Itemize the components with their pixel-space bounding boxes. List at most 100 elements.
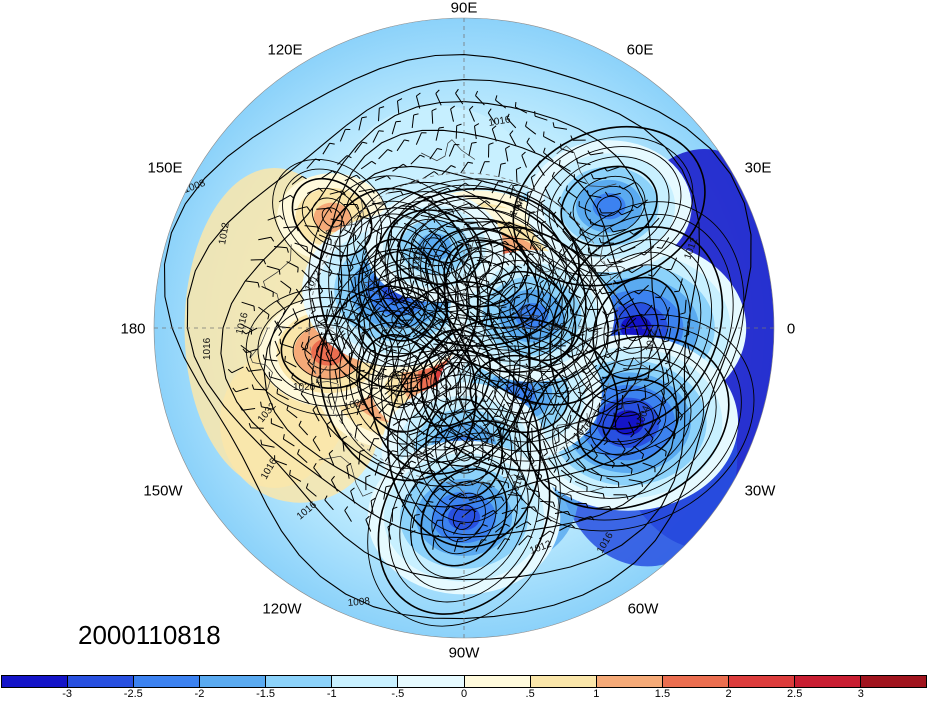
wind-barb: [542, 379, 554, 388]
wind-barb: [432, 520, 438, 533]
wind-barb: [515, 349, 529, 354]
coastline: [414, 263, 438, 285]
wind-barb: [448, 144, 455, 157]
wind-barb-flag: [564, 267, 568, 273]
wind-barb: [348, 353, 351, 367]
wind-barb-flag: [566, 352, 570, 358]
wind-barb: [340, 336, 346, 350]
wind-barb-flag: [507, 483, 510, 489]
wind-barb: [311, 297, 316, 311]
wind-barb: [411, 114, 415, 128]
wind-barb-flag: [279, 215, 284, 220]
wind-barb-flag: [461, 332, 463, 338]
wind-barb: [605, 310, 619, 316]
wind-barb: [670, 257, 678, 270]
wind-barb-flag: [420, 430, 425, 436]
wind-barb: [469, 413, 476, 427]
pressure-contour: [501, 314, 755, 532]
wind-barb-flag: [684, 396, 688, 401]
wind-barb: [306, 487, 317, 497]
wind-barb: [378, 403, 389, 414]
wind-barb-flag: [260, 439, 263, 445]
wind-barb-flag: [440, 293, 445, 297]
wind-barb-flag: [369, 219, 371, 225]
wind-barb-flag: [450, 105, 455, 110]
longitude-label-60w: 60W: [627, 600, 659, 618]
wind-barb-flag: [411, 460, 417, 464]
wind-barb-flag: [297, 449, 300, 455]
wind-barb: [539, 283, 545, 296]
wind-barb: [527, 289, 529, 303]
wind-barb-flag: [680, 312, 686, 315]
wind-barb: [283, 226, 297, 229]
coastline: [439, 383, 461, 406]
wind-barb-flag: [547, 517, 552, 522]
wind-barb: [278, 194, 291, 203]
wind-barb-flag: [378, 130, 384, 132]
longitude-label-150w: 150W: [143, 482, 183, 500]
wind-barb-flag: [603, 355, 609, 359]
wind-barb-flag: [318, 290, 323, 296]
wind-barb: [481, 509, 494, 518]
coastline: [385, 429, 430, 458]
wind-barb-flag: [555, 394, 561, 398]
colorbar-segment: [464, 676, 531, 687]
wind-barb-flag: [514, 102, 517, 108]
wind-barb: [458, 276, 469, 287]
wind-barb: [601, 291, 615, 295]
wind-barb-flag: [438, 318, 444, 323]
wind-barb-flag: [330, 338, 336, 342]
pressure-contour: [576, 378, 680, 467]
wind-barb: [337, 155, 348, 165]
wind-barb-flag: [405, 293, 411, 295]
wind-barb-flag: [437, 148, 443, 151]
wind-barb: [323, 261, 333, 273]
wind-barb-flag: [527, 190, 533, 194]
wind-barb: [365, 324, 379, 331]
wind-barb: [589, 327, 602, 332]
wind-barb: [534, 394, 544, 405]
wind-barb-flag: [587, 247, 590, 253]
wind-barb-flag: [585, 503, 589, 509]
wind-barb-flag: [630, 433, 635, 438]
wind-barb-flag: [397, 315, 401, 321]
wind-barb: [679, 385, 688, 397]
wind-barb-flag: [552, 211, 557, 216]
wind-barb-flag: [359, 449, 365, 452]
wind-barb-flag: [513, 509, 518, 514]
wind-barb-flag: [305, 329, 311, 333]
wind-barb: [647, 365, 651, 379]
wind-barb-flag: [510, 311, 515, 316]
colorbar-segment: [728, 676, 795, 687]
wind-barb: [660, 389, 667, 403]
wind-barb: [358, 117, 363, 131]
wind-barb: [621, 394, 624, 409]
wind-barb-flag: [538, 428, 544, 431]
wind-barb-flag: [428, 501, 434, 503]
coastline: [535, 243, 560, 273]
wind-barb-flag: [332, 170, 337, 175]
wind-barb-flag: [617, 210, 622, 216]
wind-barb-flag: [476, 342, 478, 348]
wind-barb-flag: [431, 108, 437, 112]
wind-barb-flag: [398, 314, 404, 316]
wind-barb-flag: [361, 116, 367, 119]
wind-barb-flag: [530, 461, 535, 466]
wind-barb-flag: [351, 289, 357, 293]
wind-barb-flag: [561, 374, 567, 379]
wind-barb-flag: [328, 449, 334, 454]
wind-barb-flag: [403, 417, 409, 422]
wind-barb: [565, 189, 578, 199]
wind-barb: [540, 223, 543, 237]
wind-barb: [491, 462, 504, 471]
wind-barb: [604, 454, 615, 464]
wind-barb-flag: [543, 131, 545, 137]
wind-barb-flag: [329, 142, 335, 145]
wind-barb-flag: [552, 501, 556, 507]
wind-barb: [574, 178, 587, 185]
wind-barb: [306, 158, 316, 169]
wind-barb: [312, 409, 320, 422]
wind-barb: [330, 479, 338, 492]
wind-barb: [612, 228, 626, 233]
wind-barb-flag: [381, 313, 387, 318]
